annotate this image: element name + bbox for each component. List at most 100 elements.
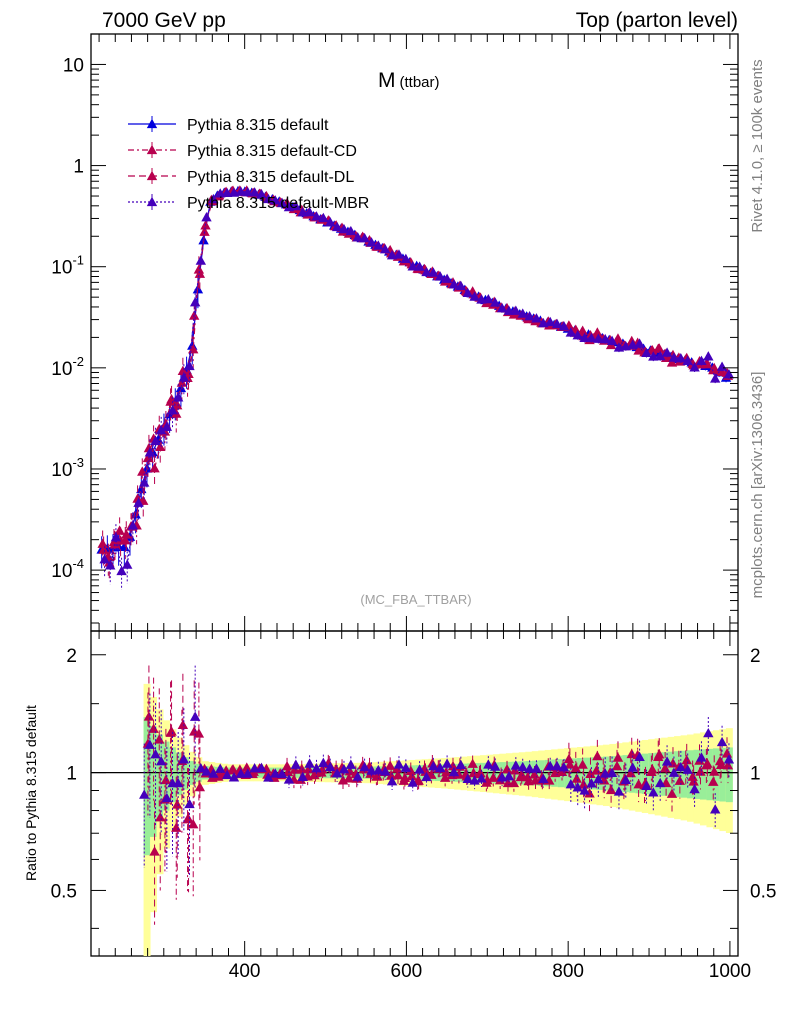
series-1 (97, 185, 733, 576)
series-marker (723, 369, 735, 379)
series-marker (167, 405, 178, 415)
y-tick-base: 1 (73, 157, 84, 178)
ratio-marker (503, 771, 515, 781)
plot-title: M (ttbar) (378, 69, 440, 92)
series-marker (297, 207, 308, 217)
ratio-marker (625, 767, 636, 778)
plot-title-sub: (ttbar) (400, 74, 440, 91)
ratio-marker (276, 768, 288, 779)
ratio-marker (407, 777, 418, 787)
ratio-marker (647, 764, 658, 774)
legend: Pythia 8.315 default Pythia 8.315 default… (128, 116, 369, 212)
ratio-marker (177, 719, 189, 729)
series-marker (689, 362, 700, 372)
band-green-segment (182, 757, 190, 790)
ratio-marker (227, 764, 239, 774)
ratio-marker (352, 771, 363, 781)
y-tick-base: 10 (51, 359, 72, 380)
series-marker (634, 338, 645, 348)
ratio-marker (359, 761, 370, 772)
ratio-panel: 400 600 800 1000 0.5 0.5 1 1 2 2 Ratio to Pythia … (23, 630, 776, 982)
series-marker (503, 305, 515, 315)
ratio-marker (674, 775, 686, 785)
x-tick-label: 1000 (709, 961, 751, 982)
ratio-marker (282, 766, 294, 777)
ratio-marker (143, 711, 155, 721)
ratio-marker (172, 799, 183, 809)
ratio-marker (578, 779, 589, 789)
series-marker (661, 347, 673, 357)
band-green-segment (143, 717, 151, 856)
series-marker (407, 261, 418, 271)
series-marker (150, 435, 161, 446)
band-green-segment (615, 755, 623, 792)
ratio-marker (414, 764, 425, 774)
y-tick-label: 10 (63, 55, 84, 76)
series-marker (304, 206, 315, 217)
ratio-marker (139, 789, 150, 799)
ratio-marker (161, 792, 173, 803)
ratio-marker (611, 760, 623, 771)
y-tick-label: 10-1 (51, 253, 84, 279)
band-green-segment (577, 758, 585, 789)
ratio-marker (440, 767, 452, 777)
ratio-marker (270, 768, 281, 778)
series-marker (592, 327, 603, 337)
series-marker (633, 345, 644, 355)
ratio-marker (654, 749, 665, 759)
series-marker (668, 352, 680, 362)
ratio-marker (235, 768, 247, 778)
series-marker (221, 187, 233, 198)
header-left: 7000 GeV pp (102, 9, 226, 32)
series-marker (263, 193, 274, 204)
series-marker (195, 255, 207, 265)
ratio-marker (666, 788, 678, 798)
ratio-marker (188, 819, 199, 829)
series-marker (97, 538, 108, 548)
ratio-marker (668, 767, 680, 777)
ratio-marker (150, 748, 161, 759)
ratio-marker (703, 727, 714, 738)
series-marker (641, 347, 652, 357)
series-marker (325, 216, 336, 227)
ratio-marker (453, 769, 465, 779)
ratio-marker (155, 812, 166, 822)
series-marker (215, 188, 226, 198)
ratio-marker (723, 754, 735, 764)
ratio-ylabel: Ratio to Pythia 8.315 default (23, 705, 39, 881)
ratio-marker (626, 748, 637, 759)
ratio-marker (249, 762, 260, 773)
x-tick-label: 600 (391, 961, 423, 982)
y-tick-base: 10 (51, 258, 72, 279)
legend-label-2: Pythia 8.315 default-DL (187, 169, 354, 186)
ratio-marker (172, 777, 184, 788)
series-marker (716, 361, 728, 371)
mcplots-label: mcplots.cern.ch [arXiv:1306.3436] (749, 372, 766, 599)
ratio-marker (696, 752, 707, 762)
series-marker (593, 333, 604, 343)
series-marker (483, 293, 494, 304)
ratio-marker (689, 783, 700, 794)
ratio-marker (283, 774, 295, 784)
series-marker (524, 310, 535, 321)
ratio-marker (584, 788, 595, 798)
legend-label-3: Pythia 8.315 default-MBR (187, 195, 369, 212)
ratio-marker (154, 734, 165, 744)
ratio-y-tick-label: 0.5 (51, 881, 77, 902)
legend-marker (146, 144, 158, 155)
series-marker (99, 554, 110, 564)
series-marker (114, 525, 125, 535)
series-marker (345, 225, 357, 236)
series-marker (318, 212, 329, 223)
ratio-marker (591, 765, 602, 775)
series-marker (149, 462, 160, 473)
ratio-marker (563, 753, 575, 764)
series-marker (577, 325, 588, 335)
ratio-marker (435, 762, 446, 773)
analysis-label: (MC_FBA_TTBAR) (360, 592, 471, 607)
ratio-marker (529, 769, 540, 779)
y-tick-label: 10-3 (51, 455, 84, 481)
ratio-marker (366, 765, 377, 775)
ratio-marker (572, 782, 583, 792)
